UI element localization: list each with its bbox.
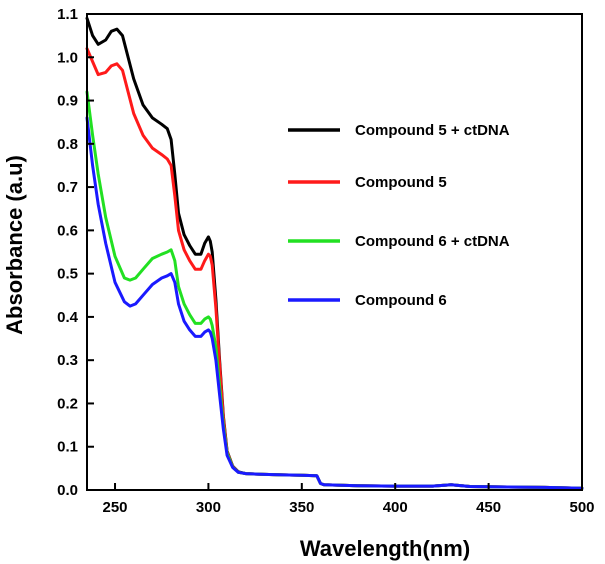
x-tick-label-350: 350 [289, 499, 314, 516]
series-layer [85, 16, 584, 490]
x-axis-title: Wavelength(nm) [300, 536, 470, 561]
series-line-2 [85, 47, 584, 490]
legend-label-1: Compound 5 + ctDNA [355, 122, 510, 139]
ticks-layer: 250 300 350 400 450 500 0.0 0.1 0.2 0.3 0.4 0.5 0.6 0… [57, 6, 594, 516]
y-tick-label-1.0: 1.0 [57, 49, 78, 66]
y-tick-label-0.6: 0.6 [57, 222, 78, 239]
plot-frame [86, 13, 583, 491]
x-tick-label-300: 300 [196, 499, 221, 516]
y-tick-label-0.5: 0.5 [57, 266, 78, 283]
legend-label-4: Compound 6 [355, 292, 447, 309]
y-tick-label-0.3: 0.3 [57, 352, 78, 369]
series-line-4 [85, 116, 584, 490]
x-tick-label-450: 450 [476, 499, 501, 516]
y-axis-title: Absorbance (a.u) [2, 155, 27, 335]
axes-layer [86, 13, 583, 491]
series-line-3 [85, 90, 584, 490]
y-tick-label-0.9: 0.9 [57, 93, 78, 110]
x-tick-label-400: 400 [383, 499, 408, 516]
x-tick-label-500: 500 [569, 499, 594, 516]
y-tick-label-1.1: 1.1 [57, 6, 78, 23]
legend-label-2: Compound 5 [355, 174, 447, 191]
y-tick-label-0.2: 0.2 [57, 395, 78, 412]
y-tick-label-0.8: 0.8 [57, 136, 78, 153]
y-tick-label-0.0: 0.0 [57, 482, 78, 499]
y-tick-label-0.7: 0.7 [57, 179, 78, 196]
y-tick-label-0.4: 0.4 [57, 309, 79, 326]
legend-label-3: Compound 6 + ctDNA [355, 233, 510, 250]
x-tick-label-250: 250 [103, 499, 128, 516]
legend: Compound 5 + ctDNA Compound 5 Compound 6 +… [288, 122, 510, 309]
y-tick-label-0.1: 0.1 [57, 439, 78, 456]
